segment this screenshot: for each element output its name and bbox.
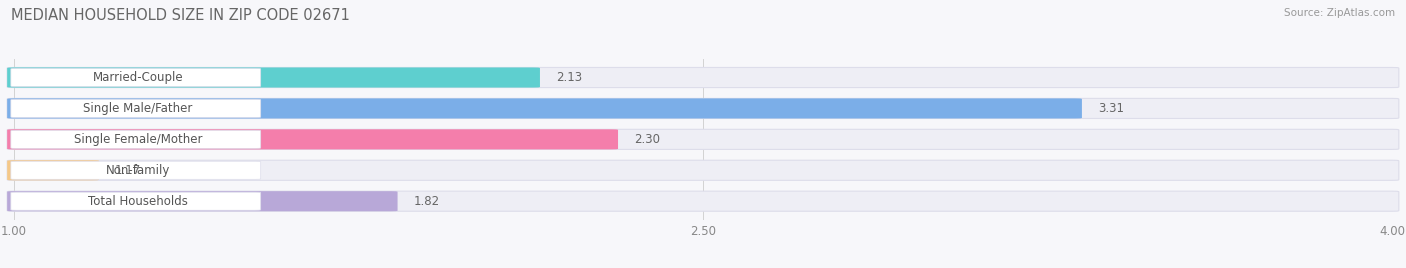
- FancyBboxPatch shape: [11, 69, 260, 87]
- FancyBboxPatch shape: [11, 161, 260, 179]
- FancyBboxPatch shape: [7, 129, 619, 149]
- Text: Source: ZipAtlas.com: Source: ZipAtlas.com: [1284, 8, 1395, 18]
- FancyBboxPatch shape: [7, 160, 1399, 180]
- Text: Total Households: Total Households: [89, 195, 188, 208]
- FancyBboxPatch shape: [7, 129, 1399, 149]
- Text: 2.13: 2.13: [555, 71, 582, 84]
- Text: Single Male/Father: Single Male/Father: [83, 102, 193, 115]
- Text: Non-family: Non-family: [105, 164, 170, 177]
- Text: 1.17: 1.17: [115, 164, 142, 177]
- FancyBboxPatch shape: [7, 98, 1399, 118]
- Text: 1.82: 1.82: [413, 195, 440, 208]
- FancyBboxPatch shape: [7, 191, 398, 211]
- FancyBboxPatch shape: [7, 191, 1399, 211]
- FancyBboxPatch shape: [7, 160, 98, 180]
- Text: 2.30: 2.30: [634, 133, 659, 146]
- Text: MEDIAN HOUSEHOLD SIZE IN ZIP CODE 02671: MEDIAN HOUSEHOLD SIZE IN ZIP CODE 02671: [11, 8, 350, 23]
- FancyBboxPatch shape: [7, 98, 1083, 118]
- Text: 3.31: 3.31: [1098, 102, 1123, 115]
- FancyBboxPatch shape: [11, 192, 260, 210]
- Text: Married-Couple: Married-Couple: [93, 71, 183, 84]
- FancyBboxPatch shape: [7, 68, 1399, 88]
- FancyBboxPatch shape: [11, 99, 260, 117]
- FancyBboxPatch shape: [7, 68, 540, 88]
- FancyBboxPatch shape: [11, 130, 260, 148]
- Text: Single Female/Mother: Single Female/Mother: [75, 133, 202, 146]
